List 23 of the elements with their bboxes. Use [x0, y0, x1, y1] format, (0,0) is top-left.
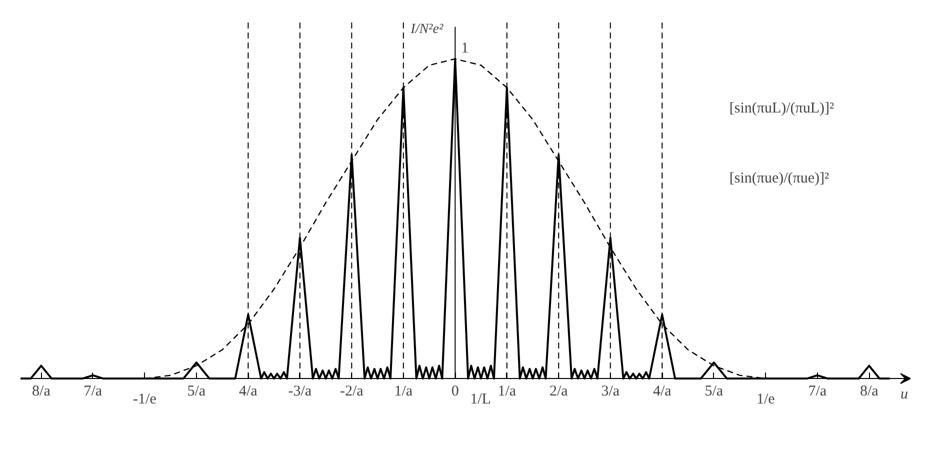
x-tick-label: 5/a — [187, 384, 206, 400]
x-tick-label: -2/a — [340, 384, 364, 400]
x-tick-label: 8/a — [860, 384, 879, 400]
annotation: [sin(πue)/(πue)]² — [729, 170, 830, 187]
x-tick-label: 4/a — [652, 384, 672, 400]
annotation: [sin(πuL)/(πuL)]² — [729, 100, 835, 116]
annotation: 1/e — [756, 392, 776, 408]
x-tick-label: 7/a — [808, 384, 827, 400]
x-tick-label: -3/a — [288, 384, 312, 400]
x-tick-label: 1/a — [498, 384, 516, 400]
x-tick-label: 8/a — [32, 384, 51, 400]
x-tick-label: 0 — [451, 384, 459, 400]
x-tick-label: 2/a — [549, 384, 568, 400]
annotation: 1/L — [470, 392, 491, 408]
x-axis-title: u — [900, 386, 908, 403]
x-tick-label: 7/a — [84, 384, 102, 400]
annotation: -1/e — [133, 392, 157, 408]
x-tick-label: 3/a — [601, 384, 620, 400]
x-tick-label: 1/a — [394, 384, 413, 400]
text: 1 — [461, 40, 469, 56]
x-tick-label: 4/a — [239, 384, 258, 400]
x-tick-label: 5/a — [704, 384, 724, 400]
y-axis-title: I/N²e² — [410, 22, 444, 37]
